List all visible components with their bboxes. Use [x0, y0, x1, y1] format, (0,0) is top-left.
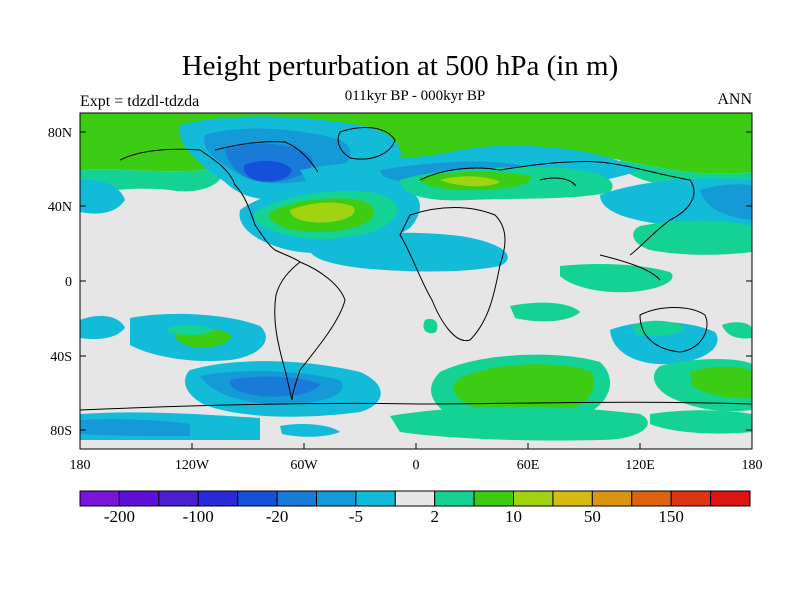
colorbar-swatch: [197, 490, 239, 507]
colorbar: [79, 490, 751, 507]
colorbar-label: -100: [182, 507, 214, 526]
x-tick-label: 120E: [625, 458, 655, 473]
x-tick-label: 180: [70, 458, 91, 473]
colorbar-swatch: [513, 490, 554, 507]
colorbar-swatch: [158, 490, 199, 507]
colorbar-swatch: [315, 490, 357, 507]
y-tick-label: 40N: [48, 200, 72, 215]
y-axis-ticks: [80, 131, 752, 431]
colorbar-swatch: [355, 490, 396, 507]
x-tick-label: 0: [413, 458, 420, 473]
season-label: ANN: [717, 91, 752, 108]
x-axis-ticks: [79, 443, 753, 449]
colorbar-label: -200: [103, 507, 135, 526]
colorbar-label: -20: [265, 507, 289, 526]
y-tick-label: 80N: [48, 126, 72, 141]
colorbar-label: 10: [505, 507, 523, 526]
colorbar-swatch: [79, 490, 120, 507]
x-tick-label: 60W: [290, 458, 318, 473]
colorbar-label: 150: [658, 507, 684, 526]
colorbar-swatch: [434, 490, 475, 507]
experiment-label: Expt = tdzdl-tdzda: [80, 93, 200, 110]
colorbar-swatch: [276, 490, 317, 507]
colorbar-label: -5: [348, 507, 363, 526]
colorbar-swatch: [591, 490, 633, 507]
x-tick-label: 180: [742, 458, 763, 473]
colorbar-swatch: [118, 490, 160, 507]
y-tick-label: 40S: [50, 350, 72, 365]
contour-fields: [80, 113, 752, 441]
map-title: Height perturbation at 500 hPa (in m): [181, 50, 619, 82]
colorbar-swatch: [394, 490, 436, 507]
colorbar-swatch: [473, 490, 515, 507]
y-tick-label: 0: [65, 275, 72, 290]
colorbar-swatch: [237, 490, 278, 507]
colorbar-swatch: [670, 490, 712, 507]
coastlines: [80, 127, 752, 411]
x-tick-label: 60E: [517, 458, 540, 473]
colorbar-swatch: [552, 490, 593, 507]
x-tick-label: 120W: [175, 458, 210, 473]
map-subtitle: 011kyr BP - 000kyr BP: [344, 88, 486, 104]
colorbar-label: 2: [430, 507, 439, 526]
colorbar-swatch: [631, 490, 672, 507]
colorbar-label: 50: [583, 507, 601, 526]
colorbar-swatch: [710, 490, 751, 507]
y-tick-label: 80S: [50, 424, 72, 439]
